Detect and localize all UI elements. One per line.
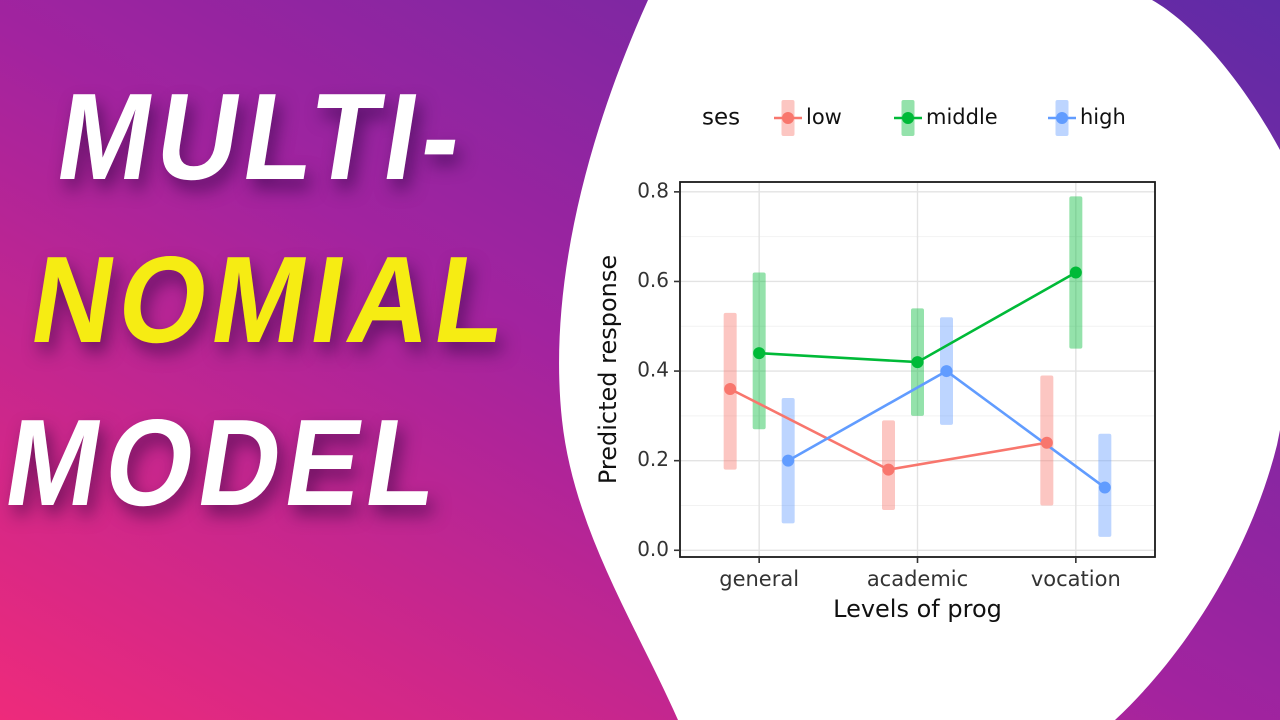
title-line-1: MULTI- [48,68,478,206]
legend-label-middle: middle [926,105,998,129]
point-low-general [724,382,737,395]
point-low-academic [882,463,895,476]
y-tick-label: 0.0 [637,537,669,561]
point-middle-vocation [1069,266,1082,279]
legend-key-point-high [1056,112,1068,124]
y-axis-title: Predicted response [594,255,622,484]
y-tick-label: 0.4 [637,358,669,382]
point-middle-academic [911,356,924,369]
y-tick-label: 0.2 [637,447,669,471]
legend-label-high: high [1080,105,1126,129]
title-line-3: MODEL [0,393,453,532]
legend-label-low: low [806,105,842,129]
predicted-response-chart: 0.0 0.2 0.4 0.6 0.8 general academic vocation Le… [594,100,1156,623]
legend-title: ses [702,105,740,131]
title-line-2: NOMIAL [22,230,523,369]
title-block: MULTI- NOMIAL MODEL [0,56,550,544]
legend-key-point-middle [902,112,914,124]
y-tick-label: 0.8 [637,178,669,202]
point-high-general [782,454,795,467]
x-tick-label: vocation [1031,567,1121,591]
x-tick-label: general [719,567,799,591]
point-low-vocation [1040,436,1053,449]
point-middle-general [753,347,766,360]
x-axis-title: Levels of prog [833,595,1002,623]
legend-key-point-low [782,112,794,124]
x-tick-label: academic [867,567,968,591]
point-high-vocation [1098,481,1111,494]
point-high-academic [940,365,953,378]
y-tick-label: 0.6 [637,268,669,292]
chart-container: 0.0 0.2 0.4 0.6 0.8 general academic vocation Le… [590,55,1210,695]
